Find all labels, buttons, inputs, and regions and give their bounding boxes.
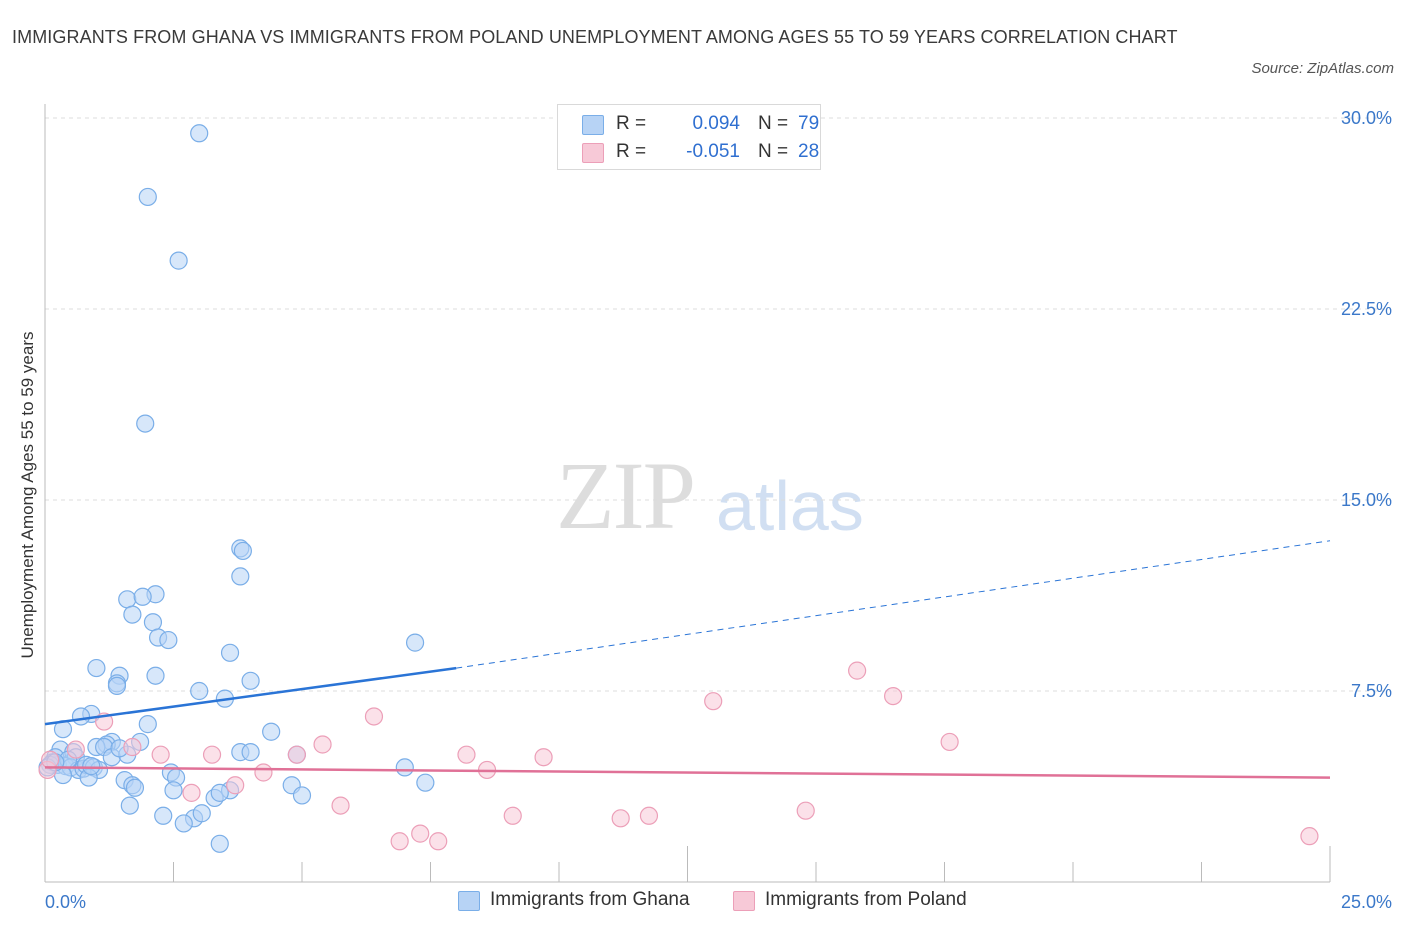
poland-point bbox=[411, 824, 430, 843]
poland-point bbox=[796, 801, 815, 820]
ghana-point bbox=[292, 786, 312, 805]
legend-n-label: N = bbox=[758, 141, 789, 162]
ghana-point bbox=[241, 743, 260, 762]
ghana-point bbox=[190, 681, 209, 701]
ghana-point bbox=[233, 541, 252, 561]
poland-point bbox=[1300, 827, 1319, 846]
poland-point bbox=[364, 707, 384, 726]
ghana-point bbox=[210, 783, 229, 802]
poland-point bbox=[704, 692, 723, 711]
series-swatch-poland bbox=[733, 891, 755, 911]
legend-n-value-poland: 28 bbox=[798, 141, 820, 162]
series-swatch-ghana bbox=[458, 891, 480, 911]
x-tick-label: 0.0% bbox=[45, 892, 86, 912]
legend-r-label: R = bbox=[616, 113, 647, 134]
poland-point bbox=[534, 748, 553, 767]
poland-point bbox=[123, 737, 142, 757]
ghana-point bbox=[231, 567, 250, 586]
ghana-point bbox=[220, 643, 240, 662]
ghana-point bbox=[136, 414, 155, 433]
legend-r-value-ghana: 0.094 bbox=[692, 113, 740, 134]
poland-point bbox=[848, 661, 867, 680]
poland-point bbox=[287, 745, 306, 764]
y-tick-label: 22.5% bbox=[1341, 299, 1392, 319]
ghana-trend-line bbox=[44, 666, 457, 726]
ghana-point bbox=[82, 757, 101, 776]
poland-point bbox=[457, 745, 476, 764]
poland-point bbox=[503, 806, 522, 825]
ghana-point bbox=[133, 587, 152, 606]
ghana-point bbox=[190, 124, 209, 143]
poland-point bbox=[940, 732, 959, 752]
ghana-point bbox=[159, 630, 178, 650]
poland-point bbox=[66, 740, 85, 759]
ghana-point bbox=[262, 722, 281, 741]
poland-point bbox=[151, 745, 170, 764]
ghana-point bbox=[154, 806, 173, 825]
legend-r-value-poland: -0.051 bbox=[686, 141, 740, 162]
poland-point bbox=[639, 806, 659, 825]
ghana-point bbox=[146, 666, 165, 685]
y-tick-label: 30.0% bbox=[1341, 108, 1392, 128]
ghana-point bbox=[174, 814, 193, 833]
ghana-point bbox=[416, 773, 435, 792]
ghana-point bbox=[87, 658, 106, 678]
ghana-point bbox=[169, 251, 188, 270]
poland-point bbox=[611, 809, 630, 828]
y-tick-label: 15.0% bbox=[1341, 490, 1392, 510]
poland-point bbox=[883, 686, 903, 706]
watermark-zip: ZIP bbox=[556, 442, 696, 549]
poland-point bbox=[254, 763, 273, 782]
y-tick-label: 7.5% bbox=[1351, 681, 1392, 701]
ghana-point bbox=[120, 796, 139, 815]
poland-point bbox=[331, 796, 350, 815]
x-tick-label: 25.0% bbox=[1341, 892, 1392, 912]
series-label-ghana: Immigrants from Ghana bbox=[490, 889, 690, 910]
correlation-legend: R = 0.094 N = 79 R = -0.051 N = 28 bbox=[557, 104, 821, 170]
poland-point bbox=[182, 783, 201, 802]
poland-point bbox=[41, 750, 60, 769]
chart-source: Source: ZipAtlas.com bbox=[1251, 60, 1394, 77]
poland-point bbox=[429, 832, 448, 851]
poland-point bbox=[226, 776, 245, 795]
legend-swatch-poland bbox=[582, 143, 604, 163]
ghana-point bbox=[125, 778, 145, 797]
ghana-point bbox=[395, 758, 414, 777]
legend-n-value-ghana: 79 bbox=[798, 113, 820, 134]
ghana-point bbox=[107, 676, 127, 696]
series-label-poland: Immigrants from Poland bbox=[765, 889, 967, 910]
legend-r-label: R = bbox=[616, 141, 647, 162]
ghana-point bbox=[210, 834, 229, 853]
legend-swatch-ghana bbox=[582, 115, 604, 135]
poland-point bbox=[390, 832, 409, 851]
ghana-trend-extension bbox=[456, 540, 1331, 669]
legend-n-label: N = bbox=[758, 113, 789, 134]
ghana-point bbox=[143, 613, 163, 632]
ghana-point bbox=[164, 781, 183, 800]
ghana-point bbox=[138, 187, 157, 207]
chart-title: IMMIGRANTS FROM GHANA VS IMMIGRANTS FROM… bbox=[12, 27, 1178, 47]
ghana-point bbox=[71, 707, 91, 726]
ghana-point bbox=[123, 605, 142, 624]
ghana-point bbox=[138, 715, 157, 734]
ghana-point bbox=[192, 804, 211, 823]
ghana-point bbox=[118, 590, 137, 609]
watermark-atlas: atlas bbox=[716, 467, 864, 545]
poland-trend-line bbox=[44, 766, 1331, 779]
poland-point bbox=[313, 735, 332, 754]
ghana-point bbox=[241, 671, 260, 690]
ghana-point bbox=[405, 633, 425, 652]
poland-point bbox=[202, 745, 222, 764]
